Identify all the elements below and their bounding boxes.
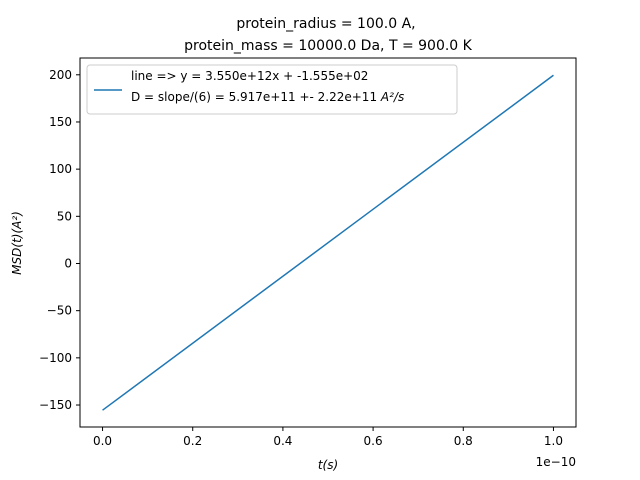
x-tick-label: 0.8: [454, 434, 473, 448]
y-tick-label: 50: [57, 209, 72, 223]
y-axis-label: MSD(t)(A²): [10, 211, 24, 275]
series-line: [102, 74, 554, 411]
y-tick-label: 100: [49, 162, 72, 176]
legend-entry-line2: D = slope/(6) = 5.917e+11 +- 2.22e+11 A²…: [131, 90, 404, 104]
chart-title-line1: protein_radius = 100.0 A,: [236, 16, 415, 32]
y-tick-label: −100: [39, 351, 72, 365]
y-tick-label: 0: [64, 256, 72, 270]
legend-box: [86, 64, 458, 115]
x-axis-label: t(s): [318, 458, 338, 472]
y-tick-label: −50: [47, 304, 72, 318]
x-tick-label: 0.4: [273, 434, 292, 448]
y-tick-label: −150: [39, 398, 72, 412]
x-axis-offset-label: 1e−10: [536, 455, 576, 469]
legend-entry-line2-unit: A²/s: [380, 90, 404, 104]
legend-entry-line1: line => y = 3.550e+12x + -1.555e+02: [131, 69, 368, 83]
x-tick-label: 0.0: [93, 434, 112, 448]
legend: line => y = 3.550e+12x + -1.555e+02 D = …: [86, 64, 458, 115]
x-tick-label: 1.0: [544, 434, 563, 448]
series-layer: [102, 74, 554, 411]
plot-frame: [79, 57, 577, 428]
legend-entry-line2-text: D = slope/(6) = 5.917e+11 +- 2.22e+11: [131, 90, 381, 104]
x-axis-ticks: 0.0 0.2 0.4 0.6 0.8 1.0: [93, 427, 563, 448]
x-tick-label: 0.2: [183, 434, 202, 448]
y-tick-label: 200: [49, 68, 72, 82]
y-tick-label: 150: [49, 115, 72, 129]
x-tick-label: 0.6: [364, 434, 383, 448]
chart-title: protein_radius = 100.0 A, protein_mass =…: [184, 16, 473, 54]
y-axis-ticks: −150 −100 −50 0 50 100 150 200: [39, 68, 80, 412]
chart-title-line2: protein_mass = 10000.0 Da, T = 900.0 K: [184, 38, 473, 54]
